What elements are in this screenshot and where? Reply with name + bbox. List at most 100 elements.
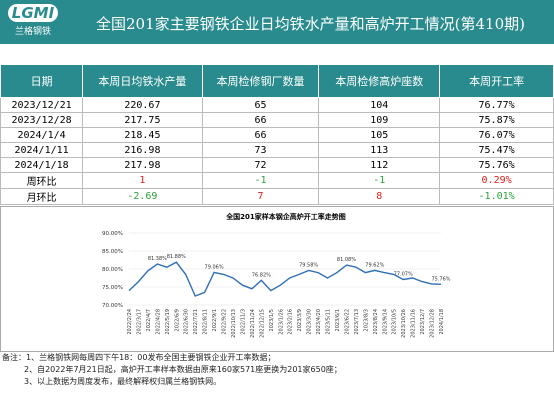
data-label: 79.58% bbox=[299, 263, 318, 269]
table-cell: 1 bbox=[82, 172, 203, 189]
x-tick-label: 2022/11/3 bbox=[240, 309, 246, 335]
table-cell: 7 bbox=[201, 188, 320, 205]
table-cell: 65 bbox=[201, 97, 320, 113]
column-header: 本周日均铁水产量 bbox=[82, 64, 203, 98]
chart: 全国201家样本钢企高炉开工率走势图 70.00% 75.00% 80.00% 85.0… bbox=[102, 212, 451, 338]
table: 日期 本周日均铁水产量 本周检修钢厂数量 本周检修高炉座数 本周开工率 2023/12/2… bbox=[0, 64, 554, 205]
data-label: 81.88% bbox=[167, 254, 186, 260]
x-tick-label: 2023/11/16 bbox=[411, 309, 417, 338]
x-tick-label: 2022/3/17 bbox=[136, 309, 142, 335]
table-row: 2024/1/18 217.98 72 112 75.76% bbox=[0, 157, 554, 173]
y-tick-label: 80.00% bbox=[102, 267, 123, 273]
x-tick-label: 2023/1/26 bbox=[278, 309, 284, 335]
x-tick-label: 2023/12/28 bbox=[430, 309, 436, 338]
note: 2、自2022年7月21日起，高炉开工率样本数据由原来160家571座更换为20… bbox=[24, 365, 342, 374]
table-cell: 8 bbox=[318, 188, 441, 205]
table-cell: 217.75 bbox=[82, 112, 203, 128]
table-cell: 2024/1/4 bbox=[0, 127, 84, 143]
logo: LGMI 兰格钢铁 bbox=[8, 4, 58, 38]
column-header: 本周开工率 bbox=[439, 64, 554, 98]
table-cell: 73 bbox=[201, 142, 320, 158]
table-cell: 2023/12/28 bbox=[0, 112, 84, 128]
x-tick-label: 2022/11/24 bbox=[250, 309, 256, 338]
table-cell: 105 bbox=[318, 127, 441, 143]
data-label: 79.62% bbox=[365, 262, 384, 268]
title: 全国201家主要钢铁企业日均铁水产量和高炉开工情况(第410期) bbox=[96, 15, 525, 33]
table-row: 周环比 1 -1 -1 0.29% bbox=[0, 172, 554, 189]
table-row: 月环比 -2.69 7 8 -1.01% bbox=[0, 188, 554, 205]
x-tick-label: 2023/5/11 bbox=[326, 309, 332, 335]
header: LGMI 兰格钢铁 全国201家主要钢铁企业日均铁水产量和高炉开工情况(第410期… bbox=[0, 0, 554, 44]
note: 备注：1、兰格钢铁网每周四下午18：00发布全国主要钢铁企业开工率数据； bbox=[2, 353, 276, 362]
table-cell: 66 bbox=[201, 112, 320, 128]
table-cell: 113 bbox=[318, 142, 441, 158]
table-cell: 112 bbox=[318, 157, 441, 173]
x-tick-label: 2023/8/24 bbox=[373, 309, 379, 335]
table-cell: 2023/12/21 bbox=[0, 97, 84, 113]
logo-text: LGMI bbox=[8, 4, 58, 22]
y-tick-label: 70.00% bbox=[102, 303, 123, 309]
data-label: 76.82% bbox=[252, 272, 271, 278]
data-label: 79.06% bbox=[205, 264, 224, 270]
x-tick-label: 2023/10/5 bbox=[392, 309, 398, 335]
x-tick-label: 2023/10/26 bbox=[401, 309, 407, 338]
x-tick-label: 2023/6/22 bbox=[344, 309, 350, 335]
chart-title: 全国201家样本钢企高炉开工率走势图 bbox=[225, 212, 346, 221]
x-tick-label: 2022/7/21 bbox=[193, 309, 199, 335]
x-tick-label: 2023/4/20 bbox=[316, 309, 322, 335]
table-cell: 217.98 bbox=[82, 157, 203, 173]
x-tick-label: 2023/6/1 bbox=[335, 309, 341, 331]
x-tick-label: 2023/2/16 bbox=[288, 309, 294, 335]
table-cell: 216.98 bbox=[82, 142, 203, 158]
x-tick-label: 2022/9/22 bbox=[222, 309, 228, 335]
data-label: 81.38% bbox=[148, 256, 167, 262]
y-tick-label: 85.00% bbox=[102, 249, 123, 255]
x-tick-label: 2022/2/24 bbox=[127, 309, 133, 335]
data-label: 81.08% bbox=[337, 257, 356, 263]
notes: 备注：1、兰格钢铁网每周四下午18：00发布全国主要钢铁企业开工率数据； 2、自2… bbox=[2, 352, 342, 388]
x-tick-label: 2022/5/19 bbox=[165, 309, 171, 335]
table-row: 2023/12/21 220.67 65 104 76.77% bbox=[0, 97, 554, 113]
column-header: 日期 bbox=[0, 64, 84, 98]
chart-box: 全国201家样本钢企高炉开工率走势图 70.00% 75.00% 80.00% 85.0… bbox=[0, 206, 554, 352]
x-tick-label: 2022/8/11 bbox=[203, 309, 209, 335]
y-tick-label: 90.00% bbox=[102, 231, 123, 237]
table-cell: 周环比 bbox=[0, 172, 84, 189]
table-cell: 75.76% bbox=[439, 157, 554, 173]
table-cell: 76.07% bbox=[439, 127, 554, 143]
x-tick-label: 2022/10/13 bbox=[231, 309, 237, 338]
x-tick-label: 2023/9/14 bbox=[382, 309, 388, 335]
table-cell: -1 bbox=[201, 172, 320, 189]
table-cell: 109 bbox=[318, 112, 441, 128]
table-cell: 月环比 bbox=[0, 188, 84, 205]
table-cell: 75.47% bbox=[439, 142, 554, 158]
table-row: 2024/1/11 216.98 73 113 75.47% bbox=[0, 142, 554, 158]
table-cell: 0.29% bbox=[439, 172, 554, 189]
x-tick-label: 2023/7/13 bbox=[354, 309, 360, 335]
data-label: 77.07% bbox=[394, 272, 413, 278]
column-header: 本周检修高炉座数 bbox=[318, 64, 441, 98]
table-row: 2024/1/4 218.45 66 105 76.07% bbox=[0, 127, 554, 143]
table-cell: 104 bbox=[318, 97, 441, 113]
note: 3、以上数据为周度发布，最终解释权归属兰格钢铁网。 bbox=[24, 377, 222, 386]
x-tick-label: 2022/6/30 bbox=[184, 309, 190, 335]
x-tick-label: 2023/1/5 bbox=[269, 309, 275, 331]
table-cell: 2024/1/18 bbox=[0, 157, 84, 173]
x-tick-label: 2022/4/7 bbox=[146, 309, 152, 331]
x-tick-label: 2023/3/9 bbox=[297, 309, 303, 331]
table-cell: 220.67 bbox=[82, 97, 203, 113]
table-cell: 76.77% bbox=[439, 97, 554, 113]
y-tick-label: 75.00% bbox=[102, 285, 123, 291]
table-cell: 218.45 bbox=[82, 127, 203, 143]
x-tick-label: 2024/1/18 bbox=[439, 309, 445, 335]
table-cell: 72 bbox=[201, 157, 320, 173]
line bbox=[128, 261, 442, 297]
table-cell: -1.01% bbox=[439, 188, 554, 205]
x-tick-label: 2022/4/28 bbox=[155, 309, 161, 335]
x-tick-label: 2022/9/1 bbox=[212, 309, 218, 331]
table-cell: -1 bbox=[318, 172, 441, 189]
table-cell: 75.87% bbox=[439, 112, 554, 128]
x-tick-label: 2023/8/3 bbox=[363, 309, 369, 331]
table-cell: 66 bbox=[201, 127, 320, 143]
